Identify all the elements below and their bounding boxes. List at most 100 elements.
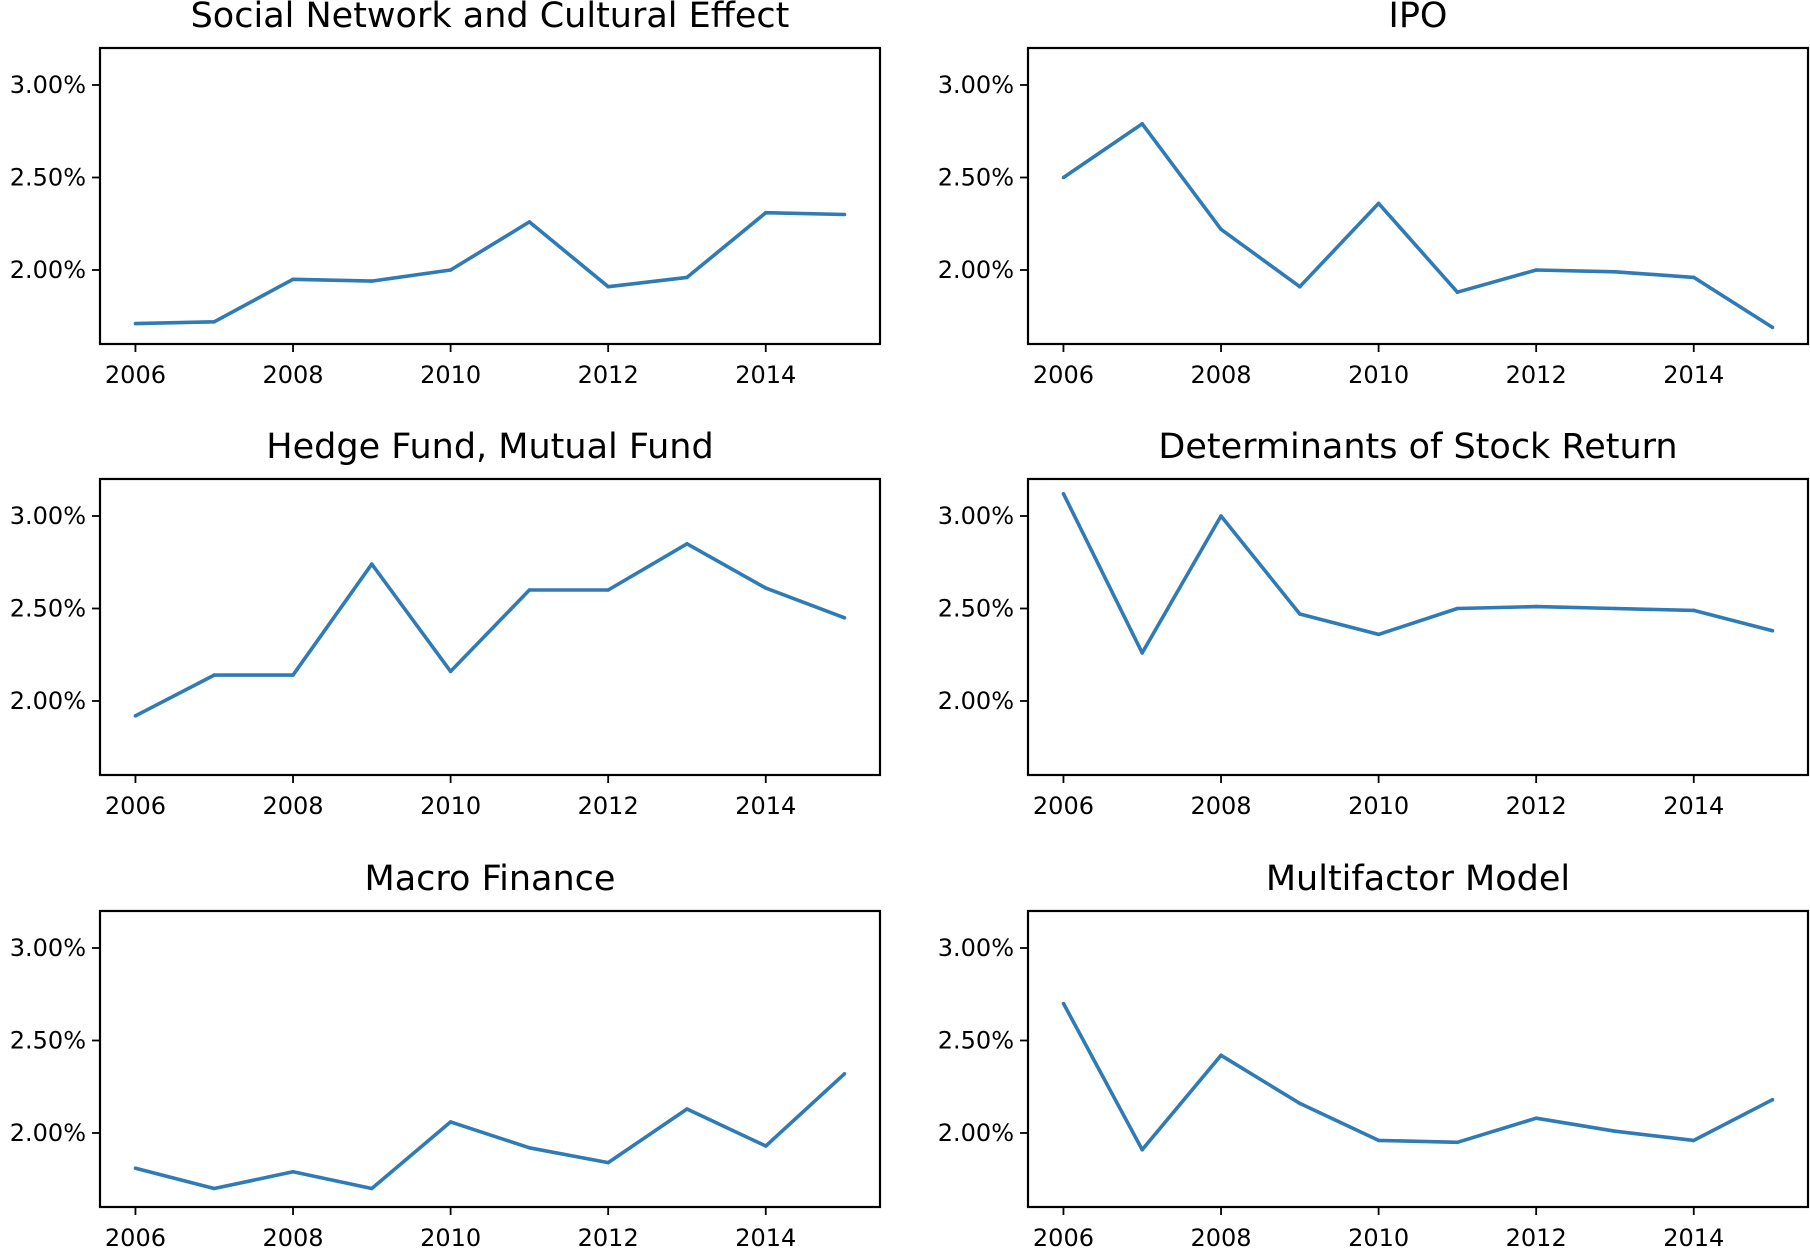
axes-frame (1026, 909, 1810, 1209)
x-tick-label: 2008 (262, 792, 323, 820)
series-line (1061, 493, 1773, 655)
data-point (1613, 270, 1617, 274)
y-tick-label: 2.50% (938, 1027, 1014, 1055)
data-point (1455, 606, 1460, 611)
panel-multifactor: Multifactor Model 2006 2008 2010 2012 2014 2.… (938, 859, 1810, 1249)
data-point (1376, 1138, 1381, 1143)
series-line (135, 210, 845, 326)
y-tick-label: 2.00% (10, 256, 86, 284)
x-tick-label: 2006 (1033, 1224, 1094, 1249)
data-point (842, 212, 847, 217)
panel-title: Social Network and Cultural Effect (191, 0, 790, 36)
y-tick-label: 3.00% (938, 502, 1014, 530)
y-tick-label: 3.00% (938, 71, 1014, 99)
data-point (1770, 325, 1775, 330)
data-point (606, 588, 610, 592)
data-point (606, 284, 610, 289)
data-point (1140, 122, 1144, 126)
series-line (135, 1072, 846, 1191)
x-tick-label: 2014 (735, 361, 796, 389)
series-line (1062, 122, 1774, 329)
x-tick-label: 2006 (1033, 361, 1094, 389)
data-point (1692, 275, 1696, 280)
data-point (1770, 1097, 1775, 1102)
x-tick-label: 2014 (735, 792, 796, 820)
y-tick-label: 2.00% (938, 256, 1014, 284)
data-point (133, 321, 138, 326)
data-point (1692, 1138, 1696, 1143)
data-point (370, 1186, 374, 1191)
data-point (291, 1170, 295, 1174)
panel-ipo: IPO 2006 2008 2010 2012 2014 2.00% 2.50% 3.00% (938, 0, 1810, 389)
data-point (1455, 1140, 1460, 1145)
data-point (1219, 1053, 1223, 1058)
data-point (1061, 175, 1066, 180)
data-point (1376, 632, 1381, 637)
panel-title: Macro Finance (365, 859, 616, 899)
data-point (1298, 612, 1302, 616)
data-point (1613, 606, 1617, 611)
x-tick-label: 2014 (1663, 792, 1724, 820)
data-point (370, 562, 374, 566)
x-tick-label: 2008 (262, 1224, 323, 1249)
x-tick-label: 2014 (1663, 361, 1724, 389)
x-tick-label: 2010 (1348, 1224, 1409, 1249)
x-tick-label: 2008 (1190, 1224, 1251, 1249)
data-point (685, 1107, 689, 1111)
panel-macro-finance: Macro Finance 2006 2008 2010 2012 2014 2.00% 2… (10, 859, 882, 1249)
y-tick-label: 2.00% (938, 1119, 1014, 1147)
y-tick-label: 3.00% (10, 934, 86, 962)
data-point (527, 588, 532, 592)
data-point (527, 220, 532, 224)
data-point (212, 1186, 216, 1191)
y-tick-label: 2.00% (938, 687, 1014, 715)
x-tick-label: 2014 (1663, 1224, 1724, 1249)
panel-social-network: Social Network and Cultural Effect 2006 2… (10, 0, 882, 389)
data-point (212, 320, 216, 324)
data-point (448, 1120, 453, 1124)
panel-title: Determinants of Stock Return (1158, 427, 1677, 467)
data-point (685, 275, 689, 280)
data-point (1376, 201, 1381, 206)
panel-title: Hedge Fund, Mutual Fund (266, 427, 713, 467)
data-point (448, 268, 453, 272)
data-point (1140, 651, 1144, 655)
panel-stock-return: Determinants of Stock Return 2006 2008 201… (938, 427, 1810, 820)
x-tick-label: 2012 (578, 1224, 639, 1249)
data-point (291, 277, 295, 282)
y-tick-label: 2.00% (10, 687, 86, 715)
data-point (527, 1146, 532, 1150)
x-tick-label: 2012 (1506, 792, 1567, 820)
axes-frame (98, 46, 882, 346)
x-tick-label: 2006 (105, 1224, 166, 1249)
data-point (133, 1166, 138, 1170)
x-tick-label: 2010 (420, 792, 481, 820)
axes-frame (98, 477, 882, 777)
series-line (134, 541, 846, 718)
data-point (1613, 1129, 1617, 1133)
data-point (370, 279, 374, 283)
data-point (1061, 492, 1066, 496)
data-point (1219, 227, 1223, 232)
data-point (606, 1160, 610, 1165)
data-point (764, 1144, 768, 1148)
x-tick-label: 2006 (105, 361, 166, 389)
data-point (291, 673, 295, 677)
x-tick-label: 2006 (105, 792, 166, 820)
x-tick-label: 2012 (1506, 361, 1567, 389)
data-point (1534, 1116, 1538, 1120)
data-point (1770, 628, 1775, 633)
data-point (842, 616, 847, 620)
data-point (764, 210, 768, 215)
y-tick-label: 2.50% (10, 164, 86, 192)
x-tick-label: 2012 (578, 792, 639, 820)
x-tick-label: 2010 (420, 1224, 481, 1249)
x-tick-label: 2014 (735, 1224, 796, 1249)
axes-frame (1026, 46, 1810, 346)
data-point (448, 669, 453, 674)
data-point (685, 542, 689, 546)
y-tick-label: 2.00% (10, 1119, 86, 1147)
x-tick-label: 2008 (262, 361, 323, 389)
y-tick-label: 2.50% (938, 595, 1014, 623)
